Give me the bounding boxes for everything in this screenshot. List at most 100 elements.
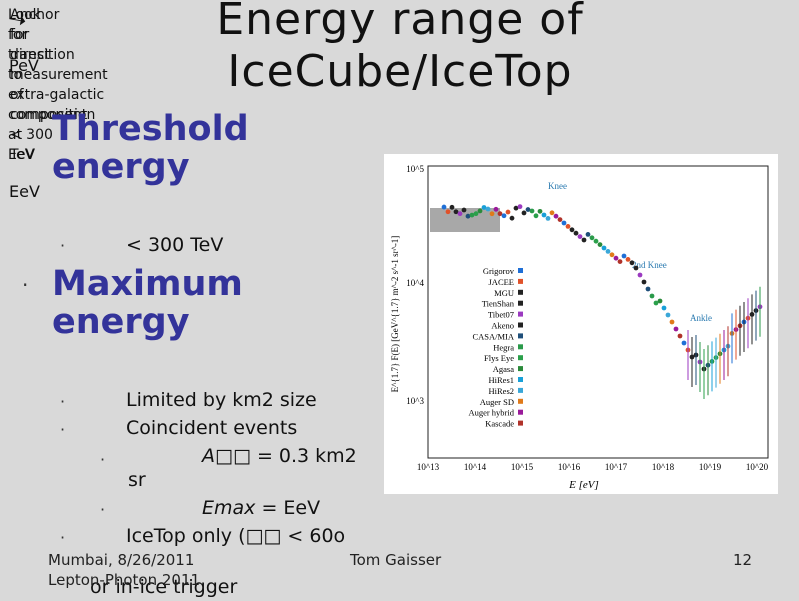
legend-marker <box>518 311 523 317</box>
data-point <box>577 234 583 239</box>
icetop-item: IceTop only (□□ < 60o <box>126 525 346 547</box>
legend-marker <box>518 344 523 350</box>
data-point <box>585 232 591 237</box>
side-note-line: for <box>8 27 28 43</box>
legend-marker <box>518 268 523 273</box>
data-point <box>501 213 507 219</box>
side-note-line: at <box>8 127 23 143</box>
slide-title: Energy range of IceCube/IceTop <box>185 0 615 98</box>
area-value: = 0.3 km2 <box>250 445 357 467</box>
legend-marker <box>518 322 523 328</box>
bullet-dot: · <box>60 420 66 439</box>
data-point <box>509 215 515 221</box>
threshold-line-2: energy <box>52 147 190 187</box>
legend-entry: Hegra <box>493 342 514 352</box>
data-point <box>609 252 615 258</box>
legend-entry: CASA/MIA <box>472 331 514 341</box>
data-point <box>633 265 639 271</box>
max-item-1: Limited by km2 size <box>126 389 317 411</box>
maximum-line-2: energy <box>52 302 190 342</box>
data-point <box>665 312 671 318</box>
side-note-line: to <box>8 67 23 83</box>
side-note-line: component <box>8 107 88 123</box>
side-note-line: TeV <box>10 147 35 163</box>
threshold-sub-bullet: < 300 TeV <box>126 234 224 256</box>
eev-label: EeV <box>9 182 40 201</box>
side-note-line: of <box>10 87 24 103</box>
threshold-heading: Threshold energy <box>52 110 249 186</box>
legend-marker <box>518 398 523 404</box>
data-point <box>565 224 571 229</box>
legend-entry: HiRes1 <box>489 375 515 385</box>
x-tick-label: 10^19 <box>699 462 722 472</box>
data-point <box>465 213 471 219</box>
page-number: 12 <box>733 551 753 569</box>
legend-entry: TienShan <box>482 299 515 309</box>
max-item-2: Coincident events <box>126 417 298 439</box>
side-note-line: EeV <box>8 147 36 163</box>
data-point <box>477 208 483 214</box>
data-point <box>645 286 651 292</box>
x-tick-label: 10^20 <box>746 462 769 472</box>
x-tick-label: 10^14 <box>464 462 487 472</box>
data-point <box>561 220 567 226</box>
maximum-line-1: Maximum <box>52 264 243 304</box>
legend-marker <box>518 278 523 284</box>
data-point <box>641 279 647 285</box>
area-line: A□□ = 0.3 km2 <box>202 442 357 470</box>
data-point <box>649 293 655 299</box>
y-tick-label: 10^3 <box>406 396 424 406</box>
data-point <box>485 206 491 212</box>
knee-label: Knee <box>548 181 567 191</box>
legend-entry: HiRes2 <box>489 386 515 396</box>
spectrum-plot: 10^5 10^4 10^3 10^13 10^14 10^15 10^16 10^17… <box>390 164 769 491</box>
bullet-dot: · <box>60 528 66 547</box>
data-point <box>453 209 459 215</box>
legend-marker <box>518 355 523 361</box>
maximum-heading: Maximum energy <box>52 265 243 341</box>
data-point <box>625 257 631 262</box>
area-symbol: A <box>202 445 215 467</box>
icetop-wrap: or in-ice trigger <box>90 576 238 598</box>
legend-marker <box>518 387 523 393</box>
cosmic-ray-spectrum-figure: 10^5 10^4 10^3 10^13 10^14 10^15 10^16 10^17… <box>384 154 778 494</box>
y-axis-label: E^{1.7} F(E) [GeV^{1.7} m^-2 s^-1 sr^-1] <box>390 236 400 393</box>
data-point <box>681 340 687 346</box>
bullet-dot: · <box>60 392 66 411</box>
data-point <box>657 298 663 304</box>
data-point <box>497 211 503 217</box>
data-point <box>629 260 635 266</box>
side-note-line: direct <box>10 47 51 63</box>
x-tick-label: 10^13 <box>417 462 440 472</box>
data-point <box>661 305 667 311</box>
data-point <box>637 272 643 278</box>
pev-label: PeV <box>9 56 39 75</box>
x-tick-label: 10^18 <box>652 462 675 472</box>
emax-value: = EeV <box>255 497 321 519</box>
legend-marker <box>518 289 523 295</box>
data-point <box>481 205 487 210</box>
legend-entry: Tibet07 <box>488 310 514 320</box>
x-tick-label: 10^15 <box>511 462 534 472</box>
data-point <box>573 230 579 236</box>
data-point <box>605 249 611 254</box>
legend-marker <box>518 409 523 415</box>
side-note-line: for <box>10 27 30 43</box>
second-knee-label: 2nd Knee <box>632 260 667 270</box>
data-point <box>529 208 535 214</box>
ankle-label: Ankle <box>690 313 712 323</box>
data-point <box>457 211 463 217</box>
side-note-col-a: Look for transition to extra-galactic compone… <box>8 5 104 165</box>
data-point <box>653 300 659 306</box>
data-point <box>461 207 467 213</box>
bullet-dot: · <box>22 273 29 297</box>
data-point <box>613 255 619 261</box>
data-point <box>533 213 539 219</box>
data-point <box>553 213 559 219</box>
data-point <box>517 204 523 210</box>
data-point <box>569 227 575 233</box>
side-note-line: extra-galactic <box>8 87 105 103</box>
data-point <box>601 245 607 251</box>
area-glyphs: □□ <box>215 445 251 467</box>
data-point <box>669 319 675 325</box>
